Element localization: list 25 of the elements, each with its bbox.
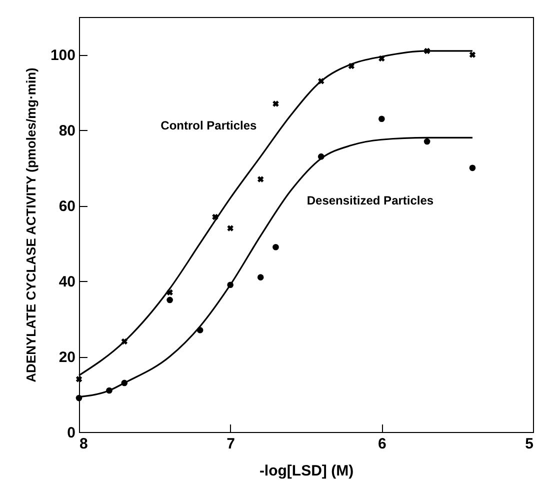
point: [469, 52, 476, 58]
x-tick-label: 8: [80, 436, 88, 452]
point: [378, 116, 385, 122]
point: [272, 100, 279, 107]
point: [469, 164, 476, 172]
y-tick-label: 40: [58, 274, 76, 291]
point: [424, 138, 430, 145]
point: [166, 296, 173, 304]
y-tick-label: 0: [67, 424, 76, 442]
y-axis-title: ADENYLATE CYCLASE ACTIVITY (pmoles/mg·min): [23, 68, 38, 382]
y-tick-label: 60: [58, 198, 76, 216]
point: [76, 376, 82, 382]
point: [227, 225, 234, 232]
y-tick-label: 20: [58, 349, 76, 366]
annotation: Desensitized Particles: [306, 194, 434, 208]
x-tick-label: 7: [226, 436, 236, 452]
y-tick-label: 100: [50, 47, 76, 64]
x-tick-label: 6: [378, 436, 386, 452]
x-axis-title: -log[LSD] (M): [259, 462, 354, 480]
y-tick-label: 80: [58, 122, 76, 140]
point: [257, 176, 264, 182]
point: [257, 274, 264, 280]
x-tick-label: 5: [525, 436, 534, 452]
point: [272, 244, 279, 250]
annotation: Control Particles: [160, 118, 258, 133]
